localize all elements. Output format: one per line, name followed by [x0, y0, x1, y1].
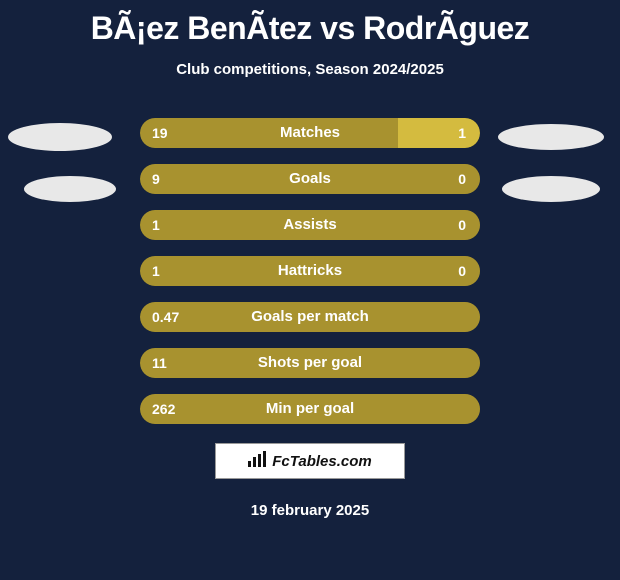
- stat-label: Min per goal: [140, 394, 480, 424]
- page-subtitle: Club competitions, Season 2024/2025: [0, 61, 620, 78]
- stat-label: Hattricks: [140, 256, 480, 286]
- stat-label: Shots per goal: [140, 348, 480, 378]
- stat-row: 262Min per goal: [0, 394, 620, 424]
- stat-label: Goals: [140, 164, 480, 194]
- logo-box: FcTables.com: [215, 443, 405, 479]
- stat-label: Goals per match: [140, 302, 480, 332]
- chart-icon: [248, 451, 268, 472]
- stat-label: Matches: [140, 118, 480, 148]
- stat-row: 10Hattricks: [0, 256, 620, 286]
- decorative-ellipse: [502, 176, 600, 202]
- stat-row: 11Shots per goal: [0, 348, 620, 378]
- date-text: 19 february 2025: [0, 502, 620, 519]
- stats-container: 191Matches90Goals10Assists10Hattricks0.4…: [0, 118, 620, 424]
- logo-text: FcTables.com: [272, 453, 371, 470]
- stat-row: 10Assists: [0, 210, 620, 240]
- stat-label: Assists: [140, 210, 480, 240]
- decorative-ellipse: [8, 123, 112, 151]
- page-title: BÃ¡ez BenÃ­tez vs RodrÃ­guez: [0, 0, 620, 47]
- decorative-ellipse: [498, 124, 604, 150]
- stat-row: 0.47Goals per match: [0, 302, 620, 332]
- decorative-ellipse: [24, 176, 116, 202]
